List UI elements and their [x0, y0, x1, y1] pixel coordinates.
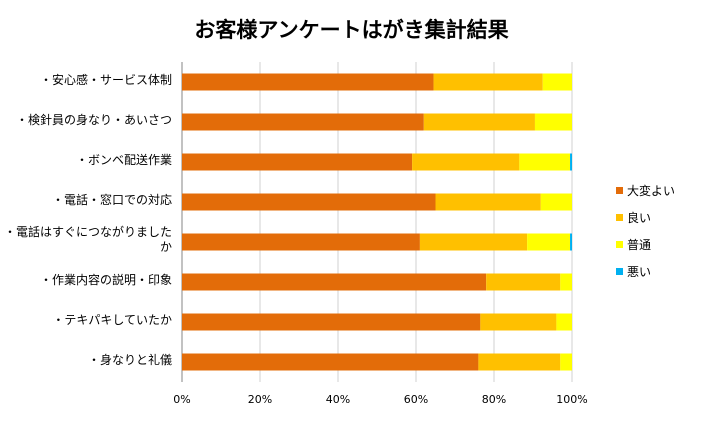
x-tick-label: 100% — [556, 393, 587, 406]
bar-segment — [542, 73, 572, 91]
legend-label: 大変よい — [627, 183, 676, 198]
bar-segment — [556, 313, 572, 331]
category-label: ・作業内容の説明・印象 — [39, 272, 172, 287]
bar-segment — [527, 233, 571, 251]
legend-swatch — [616, 186, 623, 194]
legend-item: 大変よい — [616, 183, 676, 198]
legend-label: 悪い — [627, 264, 652, 279]
bar-segment — [480, 313, 557, 331]
bar-segment — [423, 113, 535, 131]
bar-segment — [182, 73, 434, 91]
legend-swatch — [616, 240, 623, 248]
category-label: ・テキパキしていたか — [52, 312, 172, 327]
bar-segment — [419, 233, 528, 251]
bar-segment — [519, 153, 571, 171]
category-label: ・検針員の身なり・あいさつ — [15, 112, 172, 127]
bar-segment — [182, 313, 481, 331]
category-label: ・電話はすぐにつながりましたか — [3, 225, 172, 254]
bar-segment — [182, 193, 436, 211]
legend: 大変よい良い普通悪い — [616, 183, 675, 291]
bar-segment — [478, 353, 561, 371]
bar-segment — [182, 353, 479, 371]
x-tick-label: 80% — [482, 393, 506, 406]
legend-item: 普通 — [616, 237, 675, 252]
category-label: ・身なりと礼儀 — [87, 352, 172, 367]
legend-item: 悪い — [616, 264, 675, 279]
legend-item: 良い — [616, 210, 675, 225]
bar-segment — [182, 233, 420, 251]
bar-segment — [182, 273, 487, 291]
category-label: ・安心感・サービス体制 — [39, 72, 172, 87]
legend-swatch — [616, 213, 623, 221]
legend-label: 普通 — [627, 237, 652, 252]
bar-segment — [182, 113, 424, 131]
legend-swatch — [616, 267, 623, 275]
bar-segment — [435, 193, 541, 211]
bar-segment — [182, 153, 413, 171]
chart-title: お客様アンケートはがき集計結果 — [194, 18, 509, 42]
bar-segment — [560, 273, 572, 291]
category-label: ・電話・窓口での対応 — [51, 192, 172, 207]
x-tick-label: 0% — [173, 393, 190, 406]
bar-segment — [540, 193, 572, 211]
x-tick-label: 40% — [326, 393, 350, 406]
legend-label: 良い — [627, 210, 652, 225]
bar-segment — [560, 353, 572, 371]
x-tick-label: 60% — [404, 393, 428, 406]
x-tick-label: 20% — [248, 393, 272, 406]
bar-segment — [486, 273, 561, 291]
bar-segment — [570, 233, 572, 251]
bar-segment — [570, 153, 572, 171]
bar-segment — [534, 113, 572, 131]
category-label: ・ボンベ配送作業 — [75, 152, 172, 167]
bar-segment — [412, 153, 520, 171]
bar-segment — [433, 73, 543, 91]
